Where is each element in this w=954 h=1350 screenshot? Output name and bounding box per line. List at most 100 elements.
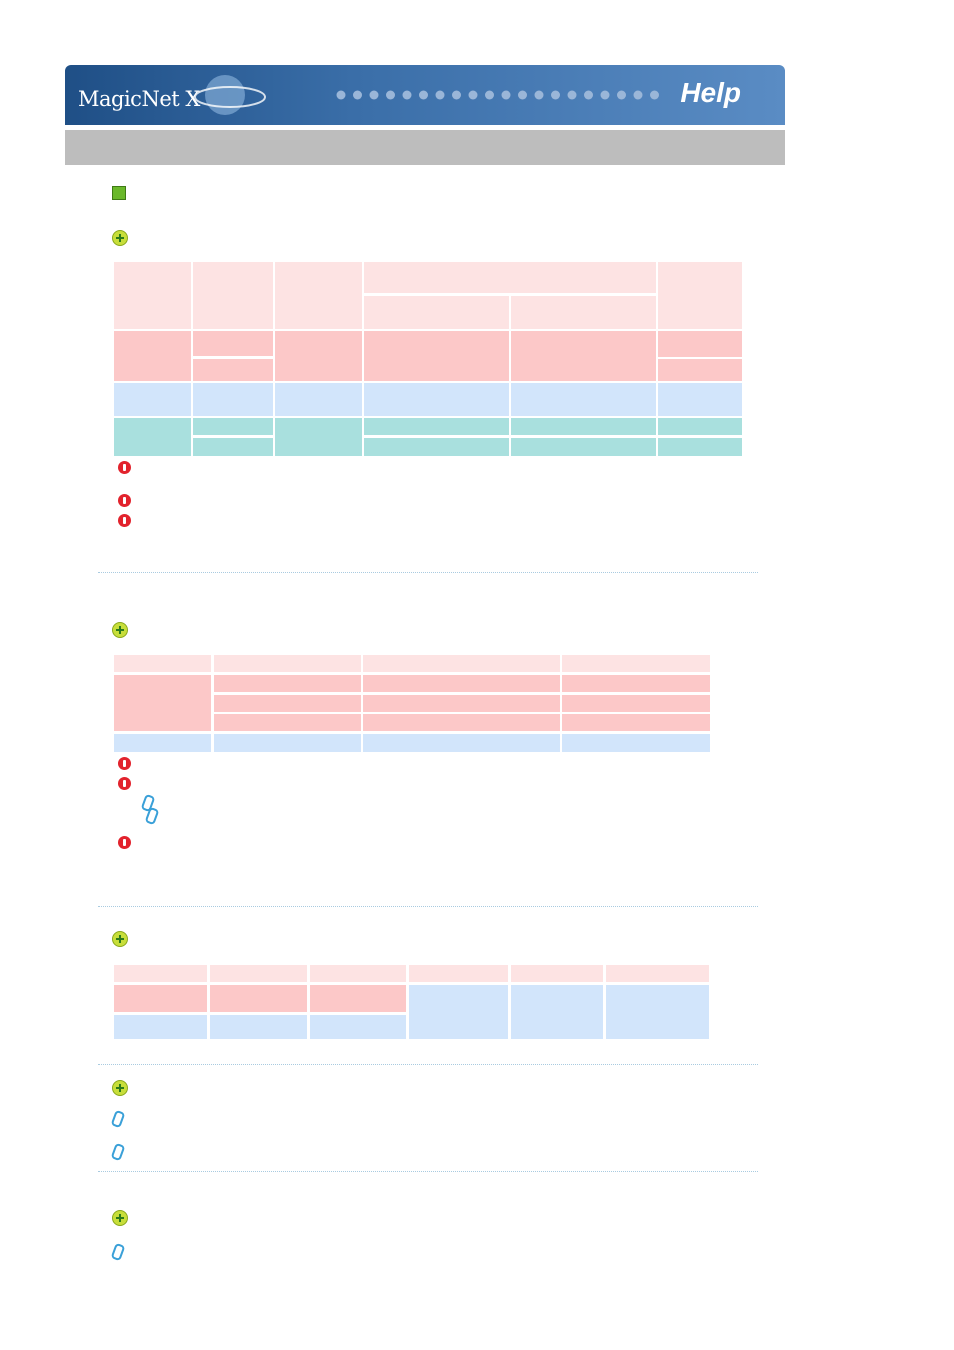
dot [501, 90, 511, 100]
plus-icon [112, 230, 128, 246]
table-cell [364, 383, 509, 416]
table-cell [511, 418, 656, 435]
clip-icon [110, 1142, 126, 1162]
table-cell [364, 262, 656, 293]
table-cell [275, 262, 362, 329]
plus-icon [112, 1080, 128, 1096]
table-cell [114, 734, 211, 752]
table-cell [114, 418, 191, 456]
warning-icon [118, 461, 131, 474]
clip-icon [110, 1242, 126, 1262]
dot [468, 90, 478, 100]
table-cell [193, 418, 273, 435]
table-cell [114, 1015, 207, 1039]
table-cell [363, 695, 560, 712]
table-cell [511, 438, 656, 456]
table-cell [210, 1015, 307, 1039]
table-cell [214, 734, 361, 752]
dot [518, 90, 527, 100]
dot [452, 90, 461, 100]
plus-icon [112, 1210, 128, 1226]
separator [98, 572, 758, 573]
table-cell [363, 655, 560, 672]
table-cell [193, 438, 273, 456]
section-icon [112, 186, 126, 200]
table-cell [658, 418, 742, 435]
dot [600, 90, 610, 100]
table-cell [511, 965, 603, 982]
table-cell [310, 965, 406, 982]
warning-icon [118, 757, 131, 770]
dot [419, 90, 428, 100]
table-cell [363, 675, 560, 692]
table-cell [606, 965, 709, 982]
table-cell [363, 734, 560, 752]
dot [584, 90, 593, 100]
title-bar [65, 130, 785, 165]
table-cell [210, 985, 307, 1012]
banner: MagicNet X Help [65, 65, 785, 125]
separator [98, 1064, 758, 1065]
table-cell [363, 714, 560, 731]
dot [353, 90, 362, 100]
table-cell [511, 331, 656, 381]
dot [534, 90, 544, 100]
table-cell [275, 383, 362, 416]
table-cell [114, 655, 211, 672]
warning-icon [118, 777, 131, 790]
warning-icon [118, 514, 131, 527]
banner-art [194, 75, 659, 115]
table-cell [658, 438, 742, 456]
dot [650, 90, 659, 100]
table-cell [409, 985, 508, 1039]
table-cell [364, 438, 509, 456]
plus-icon [112, 622, 128, 638]
dot [369, 90, 379, 100]
table-cell [214, 655, 361, 672]
table-cell [310, 985, 406, 1012]
table-cell [364, 296, 509, 329]
table-cell [658, 262, 742, 329]
table-cell [658, 359, 742, 381]
plus-icon [112, 931, 128, 947]
table-cell [562, 734, 710, 752]
table-cell [562, 655, 710, 672]
table-cell [511, 296, 656, 329]
table-cell [658, 331, 742, 357]
table-cell [193, 262, 273, 329]
dot [402, 90, 412, 100]
table-cell [193, 383, 273, 416]
table-cell [310, 1015, 406, 1039]
table-cell [275, 331, 362, 381]
separator [98, 1171, 758, 1172]
dot [617, 90, 626, 100]
table-cell [193, 331, 273, 356]
table-cell [364, 418, 509, 435]
table-cell [210, 965, 307, 982]
clip-icon [110, 1109, 126, 1129]
dot [336, 90, 346, 100]
table-cell [658, 383, 742, 416]
table-cell [114, 383, 191, 416]
table-cell [114, 675, 211, 731]
table-cell [214, 695, 361, 712]
dot [386, 90, 395, 100]
table-cell [214, 714, 361, 731]
table-cell [114, 262, 191, 329]
logo: MagicNet X [78, 87, 200, 111]
table-cell [114, 965, 207, 982]
table-cell [193, 359, 273, 381]
dot [435, 90, 445, 100]
table-cell [511, 985, 603, 1039]
table-cell [114, 331, 191, 381]
dot [485, 90, 494, 100]
warning-icon [118, 494, 131, 507]
warning-icon [118, 836, 131, 849]
table-cell [409, 965, 508, 982]
table-cell [114, 985, 207, 1012]
table-cell [214, 675, 361, 692]
table-cell [275, 418, 362, 456]
table-cell [364, 331, 509, 381]
dot [633, 90, 643, 100]
